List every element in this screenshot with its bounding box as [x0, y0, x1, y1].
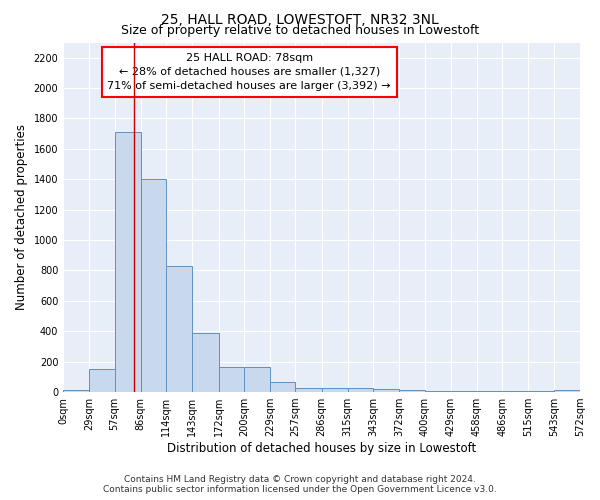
Bar	[166, 266, 193, 392]
Bar	[295, 388, 322, 392]
Bar	[244, 367, 270, 392]
Bar	[193, 333, 218, 392]
Bar	[348, 388, 373, 392]
Bar	[322, 388, 348, 392]
Y-axis label: Number of detached properties: Number of detached properties	[15, 124, 28, 310]
Bar	[115, 132, 141, 392]
Bar	[218, 367, 244, 392]
Bar	[270, 382, 295, 392]
Bar	[63, 390, 89, 392]
Text: Size of property relative to detached houses in Lowestoft: Size of property relative to detached ho…	[121, 24, 479, 37]
X-axis label: Distribution of detached houses by size in Lowestoft: Distribution of detached houses by size …	[167, 442, 476, 455]
Bar	[373, 389, 399, 392]
Bar	[89, 368, 115, 392]
Text: 25 HALL ROAD: 78sqm
← 28% of detached houses are smaller (1,327)
71% of semi-det: 25 HALL ROAD: 78sqm ← 28% of detached ho…	[107, 53, 391, 91]
Bar	[399, 390, 425, 392]
Text: Contains HM Land Registry data © Crown copyright and database right 2024.
Contai: Contains HM Land Registry data © Crown c…	[103, 474, 497, 494]
Bar	[554, 390, 580, 392]
Text: 25, HALL ROAD, LOWESTOFT, NR32 3NL: 25, HALL ROAD, LOWESTOFT, NR32 3NL	[161, 12, 439, 26]
Bar	[141, 180, 166, 392]
